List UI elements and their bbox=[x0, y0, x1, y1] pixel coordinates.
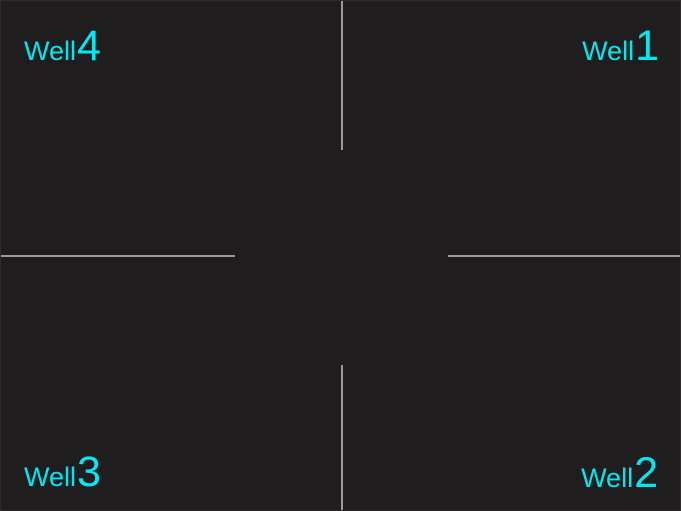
well-label-3: Well 3 bbox=[24, 451, 101, 494]
well-label-1: Well 1 bbox=[582, 25, 659, 68]
well-label-2: Well 2 bbox=[581, 452, 658, 495]
well-word: Well bbox=[24, 462, 77, 492]
well-word: Well bbox=[24, 36, 77, 66]
divider-vertical-bottom bbox=[341, 365, 343, 510]
divider-horizontal-left bbox=[1, 255, 235, 257]
well-number: 2 bbox=[634, 449, 658, 497]
well-number: 4 bbox=[77, 22, 101, 70]
well-number: 1 bbox=[635, 22, 659, 70]
well-label-4: Well 4 bbox=[24, 25, 101, 68]
well-number: 3 bbox=[77, 448, 101, 496]
well-word: Well bbox=[582, 36, 635, 66]
divider-horizontal-right bbox=[448, 255, 680, 257]
divider-vertical-top bbox=[341, 1, 343, 150]
well-word: Well bbox=[581, 463, 634, 493]
